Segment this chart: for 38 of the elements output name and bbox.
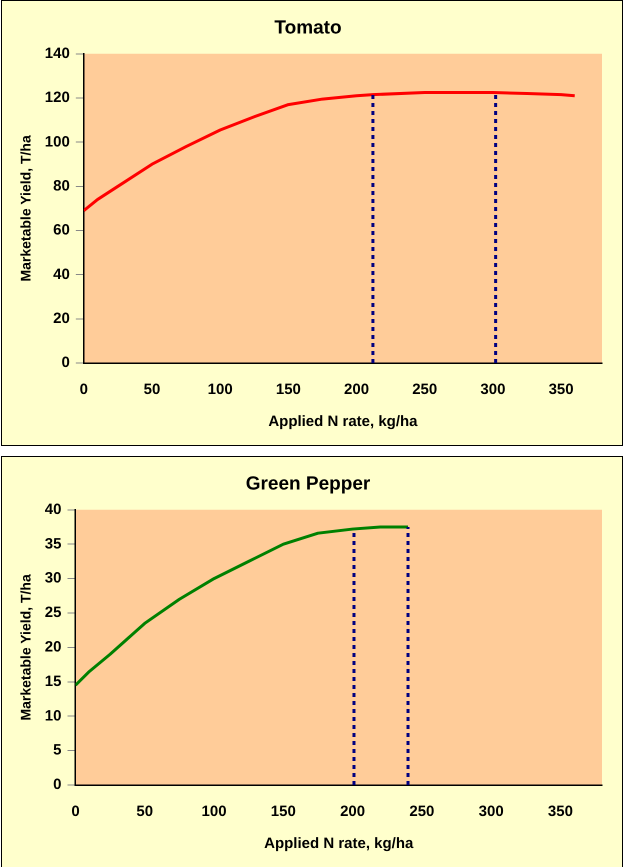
x-tick-label: 50 xyxy=(136,803,154,820)
x-tick-label: 200 xyxy=(344,381,370,398)
y-tick-label: 120 xyxy=(44,89,70,106)
x-tick-label: 350 xyxy=(548,803,573,820)
x-tick-label: 50 xyxy=(144,381,160,398)
x-tick-label: 300 xyxy=(478,803,504,820)
y-tick-label: 25 xyxy=(44,604,62,622)
x-tick-label: 250 xyxy=(412,381,438,398)
x-tick-label: 100 xyxy=(202,803,227,820)
y-tick-label: 20 xyxy=(44,638,62,656)
x-axis-title: Applied N rate, kg/ha xyxy=(264,835,414,852)
x-tick-label: 150 xyxy=(270,803,296,820)
x-tick-label: 300 xyxy=(480,381,506,398)
y-tick-label: 60 xyxy=(53,222,70,239)
x-tick-label: 250 xyxy=(409,803,434,820)
y-tick-label: 80 xyxy=(53,177,70,194)
chart-title: Tomato xyxy=(274,18,342,39)
x-tick-label: 0 xyxy=(80,381,88,398)
y-tick-label: 100 xyxy=(44,133,70,150)
y-tick-label: 10 xyxy=(44,707,62,724)
y-tick-label: 40 xyxy=(44,500,62,518)
y-tick-label: 35 xyxy=(44,535,62,552)
y-tick-label: 140 xyxy=(44,44,70,62)
y-tick-label: 30 xyxy=(44,570,62,587)
y-tick-label: 0 xyxy=(61,354,70,372)
y-tick-label: 40 xyxy=(53,266,70,283)
x-tick-label: 100 xyxy=(208,381,233,398)
y-axis-title: Marketable Yield, T/ha xyxy=(17,135,34,282)
y-axis-title: Marketable Yield, T/ha xyxy=(17,574,34,721)
y-tick-label: 15 xyxy=(44,672,62,690)
y-tick-label: 20 xyxy=(53,310,70,327)
chart-title: Green Pepper xyxy=(246,474,371,495)
y-tick-label: 5 xyxy=(53,742,62,759)
x-axis-title: Applied N rate, kg/ha xyxy=(268,413,418,430)
y-tick-label: 0 xyxy=(53,776,62,794)
x-tick-label: 200 xyxy=(340,803,366,820)
x-tick-label: 150 xyxy=(276,381,301,398)
x-tick-label: 350 xyxy=(548,381,574,398)
